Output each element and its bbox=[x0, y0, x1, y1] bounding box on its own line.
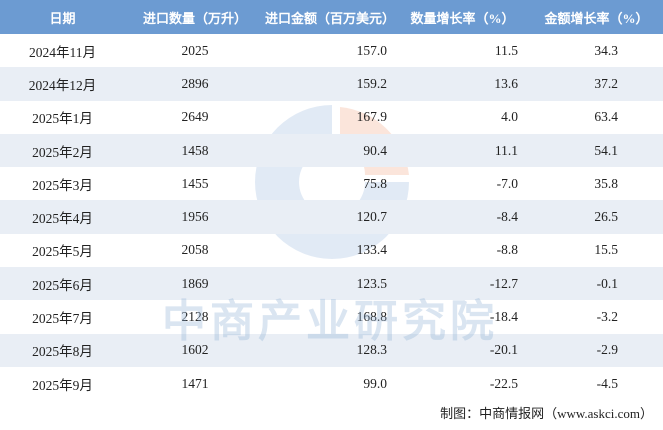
table-cell: -4.5 bbox=[596, 375, 618, 391]
table-row: 2024年12月 2896 159.2 13.6 37.2 bbox=[0, 67, 663, 101]
table-row: 2025年4月 1956 120.7 -8.4 26.5 bbox=[0, 200, 663, 234]
table-cell: 2025年3月 bbox=[32, 177, 93, 193]
table-row: 2025年6月 1869 123.5 -12.7 -0.1 bbox=[0, 267, 663, 301]
table-cell: 1956 bbox=[125, 200, 265, 234]
table-cell: 90.4 bbox=[265, 133, 395, 168]
table-cell: 2024年11月 bbox=[29, 44, 96, 60]
table-cell: 1869 bbox=[125, 267, 265, 301]
table-cell: -7.0 bbox=[496, 175, 518, 191]
header-cell: 金额增长率（%） bbox=[530, 0, 663, 34]
table-row: 2025年3月 1455 75.8 -7.0 35.8 bbox=[0, 167, 663, 200]
data-table: 日期 进口数量（万升） 进口金额（百万美元） 数量增长率（%） 金额增长率（%） 2024… bbox=[0, 0, 663, 400]
table-cell: 2025年2月 bbox=[0, 133, 125, 168]
table-cell: 11.5 bbox=[494, 42, 518, 58]
table-cell: 35.8 bbox=[594, 175, 618, 191]
table-cell: 2025年1月 bbox=[32, 111, 93, 127]
table-cell: 2128 bbox=[181, 309, 209, 325]
table-cell: 2025年9月 bbox=[32, 377, 93, 393]
table-cell: 167.9 bbox=[356, 109, 387, 125]
table-cell: 157.0 bbox=[356, 42, 387, 58]
table-cell: 34.3 bbox=[594, 42, 618, 58]
table-cell: 2025年8月 bbox=[0, 333, 125, 367]
table-cell: 2024年12月 bbox=[0, 67, 125, 101]
table-cell: 2025年4月 bbox=[0, 200, 125, 234]
table-cell: -20.1 bbox=[395, 333, 530, 367]
table-cell: 1471 bbox=[181, 375, 209, 391]
footer: 制图：中商情报网（www.askci.com） bbox=[440, 406, 653, 421]
table-cell: -12.7 bbox=[395, 267, 530, 301]
table-cell: 168.8 bbox=[356, 309, 387, 325]
table-cell: 2649 bbox=[181, 109, 209, 125]
header-cell: 进口金额（百万美元） bbox=[265, 0, 395, 34]
table-row: 2025年7月 2128 168.8 -18.4 -3.2 bbox=[0, 300, 663, 333]
header-cell: 数量增长率（%） bbox=[395, 0, 530, 34]
table-cell: 2896 bbox=[125, 67, 265, 101]
table-row: 2025年5月 2058 133.4 -8.8 15.5 bbox=[0, 234, 663, 267]
table-cell: 2025年7月 bbox=[32, 311, 93, 327]
table-cell: 75.8 bbox=[363, 175, 387, 191]
table-cell: 2058 bbox=[181, 242, 209, 258]
table-cell: 15.5 bbox=[594, 242, 618, 258]
table-cell: 2025年6月 bbox=[0, 267, 125, 301]
table-cell: 13.6 bbox=[395, 67, 530, 101]
watermark-text: 中商产业研究院 bbox=[162, 296, 498, 347]
table-cell: 1458 bbox=[125, 133, 265, 168]
table-cell: -3.2 bbox=[596, 309, 618, 325]
table-row: 2025年1月 2649 167.9 4.0 63.4 bbox=[0, 101, 663, 134]
table-cell: -22.5 bbox=[489, 375, 518, 391]
table-cell: 99.0 bbox=[363, 375, 387, 391]
table-cell: 63.4 bbox=[594, 109, 618, 125]
table-cell: 26.5 bbox=[530, 200, 663, 234]
table-row: 2025年9月 1471 99.0 -22.5 -4.5 bbox=[0, 367, 663, 400]
table-cell: -8.4 bbox=[395, 200, 530, 234]
table-cell: 1602 bbox=[125, 333, 265, 367]
table-cell: 2025 bbox=[181, 42, 209, 58]
table-cell: 11.1 bbox=[395, 133, 530, 168]
table-cell: -18.4 bbox=[489, 309, 518, 325]
table-cell: -8.8 bbox=[496, 242, 518, 258]
table-row: 2025年2月 1458 90.4 11.1 54.1 bbox=[0, 133, 663, 168]
table-cell: 1455 bbox=[181, 175, 209, 191]
table-cell: 54.1 bbox=[530, 133, 663, 168]
header-cell: 日期 bbox=[0, 0, 125, 34]
table-row: 2024年11月 2025 157.0 11.5 34.3 bbox=[0, 34, 663, 67]
table-cell: 2025年5月 bbox=[32, 244, 93, 260]
table-cell: 133.4 bbox=[356, 242, 387, 258]
table-cell: 159.2 bbox=[265, 67, 395, 101]
table-cell: 4.0 bbox=[501, 109, 518, 125]
header-cell: 进口数量（万升） bbox=[125, 0, 265, 34]
table-cell: 123.5 bbox=[265, 267, 395, 301]
table-row: 2025年8月 1602 128.3 -20.1 -2.9 bbox=[0, 333, 663, 367]
table-cell: 120.7 bbox=[265, 200, 395, 234]
table-cell: 37.2 bbox=[530, 67, 663, 101]
table-cell: 128.3 bbox=[265, 333, 395, 367]
table-cell: -0.1 bbox=[530, 267, 663, 301]
table-cell: -2.9 bbox=[530, 333, 663, 367]
